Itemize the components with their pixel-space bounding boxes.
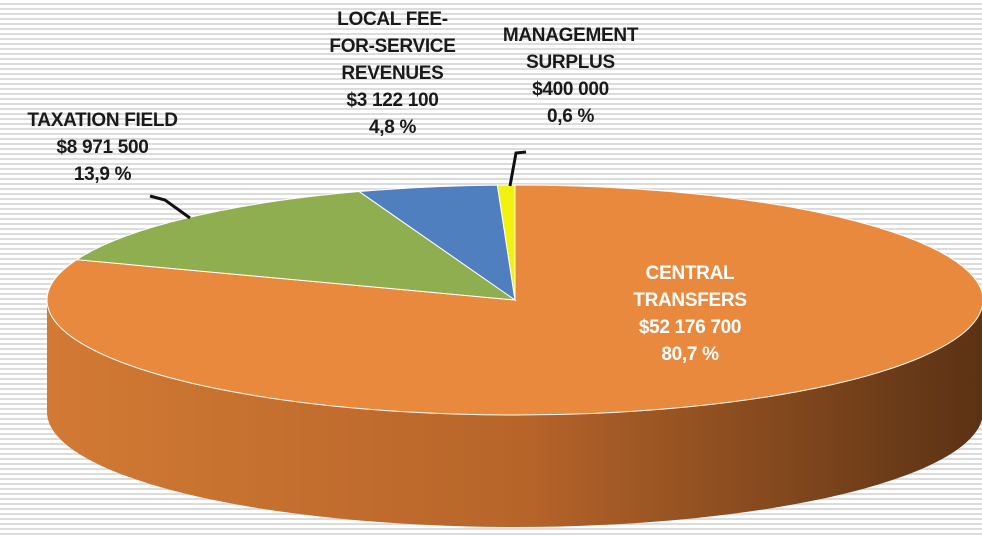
pie-top [46,184,982,416]
slice-label: TAXATION FIELD $8 971 500 13,9 % [0,107,205,188]
category-label: CENTRAL TRANSFERS [633,263,747,311]
value-label: 0,6 % [546,106,595,127]
pie-slice [75,191,517,301]
pie-side [47,300,982,527]
value-label: 13,9 % [73,164,132,185]
value-label: 4,8 % [368,117,417,138]
slice-label: CENTRAL TRANSFERS $52 176 700 80,7 % [590,260,790,368]
leader-line [508,150,527,187]
amount-label: $52 176 700 [638,317,742,338]
category-label: TAXATION FIELD [27,110,178,131]
slice-label: LOCAL FEE-FOR-SERVICE REVENUES $3 122 10… [325,6,460,141]
value-label: 80,7 % [661,344,719,365]
pie-sides [47,300,982,527]
category-label: LOCAL FEE-FOR-SERVICE REVENUES [329,9,456,84]
amount-label: $8 971 500 [56,137,149,158]
amount-label: $3 122 100 [346,90,439,111]
leader-line [149,194,191,220]
pie-slice [496,184,516,301]
amount-label: $400 000 [532,79,609,100]
slice-label: MANAGEMENT SURPLUS $400 000 0,6 % [478,22,663,130]
category-label: MANAGEMENT SURPLUS [502,25,639,73]
